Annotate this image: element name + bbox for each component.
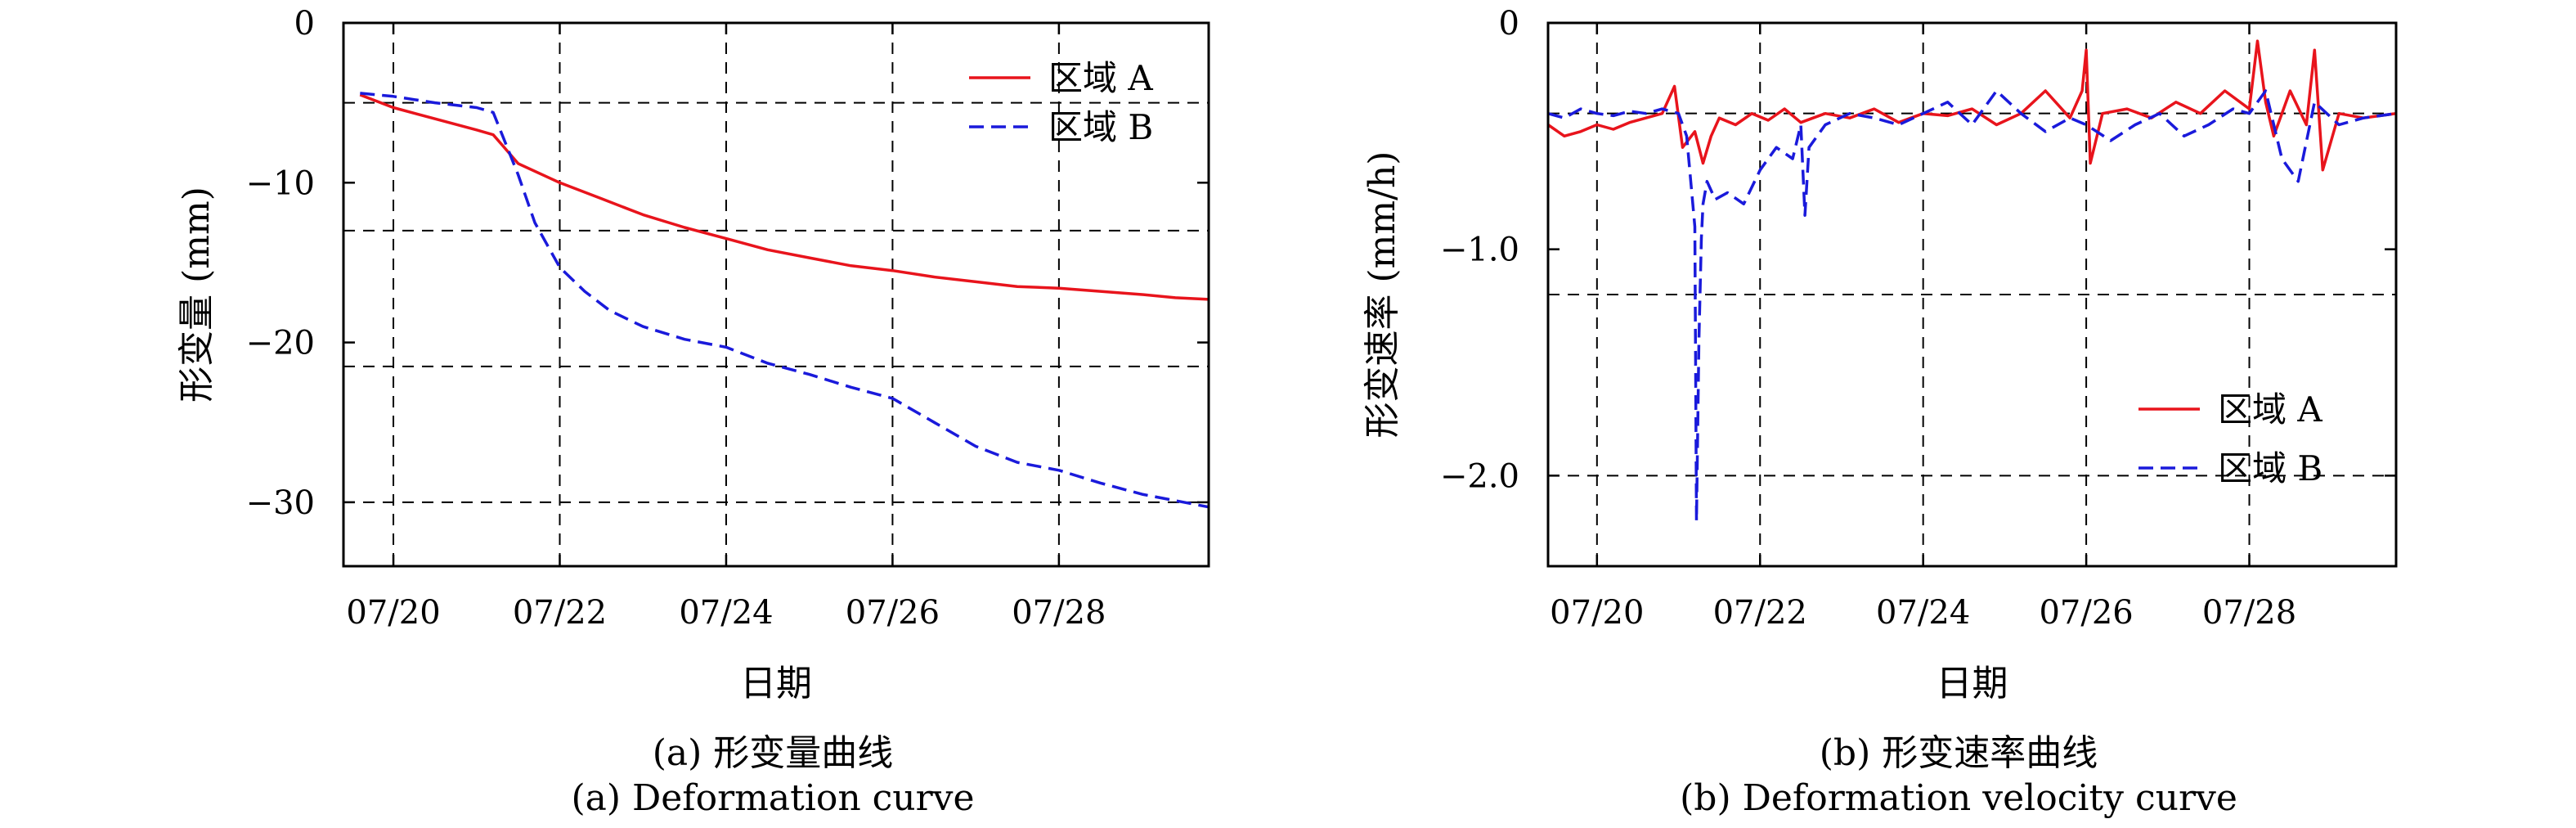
y-axis-label: 形变量 (mm) <box>176 187 218 403</box>
caption-b-en: (b) Deformation velocity curve <box>1680 777 2237 819</box>
legend: 区域 A 区域 B <box>2138 389 2322 488</box>
x-tick-label: 07/24 <box>1876 594 1970 632</box>
y-tick-label: −1.0 <box>1440 232 1519 269</box>
caption-a-zh: (a) 形变量曲线 <box>653 732 894 774</box>
x-tick-label: 07/20 <box>1550 594 1644 632</box>
series-line-b <box>1547 89 2397 523</box>
x-axis-label: 日期 <box>1936 663 2008 704</box>
grid-lines <box>1548 23 2396 566</box>
x-tick-label: 07/22 <box>1713 594 1807 632</box>
legend: 区域 A 区域 B <box>969 58 1153 147</box>
x-tick-label: 07/26 <box>846 594 940 632</box>
series-line-b <box>360 92 1209 509</box>
x-tick-label: 07/20 <box>346 594 440 632</box>
y-tick-label: −10 <box>246 164 315 202</box>
chart-deformation: 07/20 07/22 07/24 07/26 07/28 0 −10 −20 −30 日期 形变量… <box>176 5 1210 704</box>
chart-deformation-velocity: 07/20 07/22 07/24 07/26 07/28 0 −1.0 −2.0 日期 形变速率… <box>1362 5 2398 704</box>
y-tick-label: −2.0 <box>1440 457 1519 495</box>
x-axis-label: 日期 <box>740 663 812 704</box>
legend-label-b: 区域 B <box>2218 448 2322 488</box>
y-axis-label: 形变速率 (mm/h) <box>1362 151 1403 439</box>
legend-label-a: 区域 A <box>2218 389 2322 430</box>
x-tick-label: 07/28 <box>2202 594 2296 632</box>
plot-frame <box>1546 21 2398 568</box>
x-tick-label: 07/26 <box>2039 594 2133 632</box>
caption-b-zh: (b) 形变速率曲线 <box>1820 732 2098 774</box>
x-tick-label: 07/24 <box>679 594 773 632</box>
legend-label-a: 区域 A <box>1048 58 1153 98</box>
plot-frame <box>342 21 1210 568</box>
y-tick-label: 0 <box>294 5 315 43</box>
series-line-a <box>359 93 1209 301</box>
y-tick-label: −30 <box>246 484 315 522</box>
y-tick-label: 0 <box>1499 5 1519 43</box>
legend-label-b: 区域 B <box>1048 107 1153 147</box>
grid-lines <box>343 23 1209 566</box>
caption-a-en: (a) Deformation curve <box>571 777 974 819</box>
y-tick-label: −20 <box>246 325 315 362</box>
x-tick-label: 07/22 <box>513 594 607 632</box>
x-tick-label: 07/28 <box>1012 594 1106 632</box>
